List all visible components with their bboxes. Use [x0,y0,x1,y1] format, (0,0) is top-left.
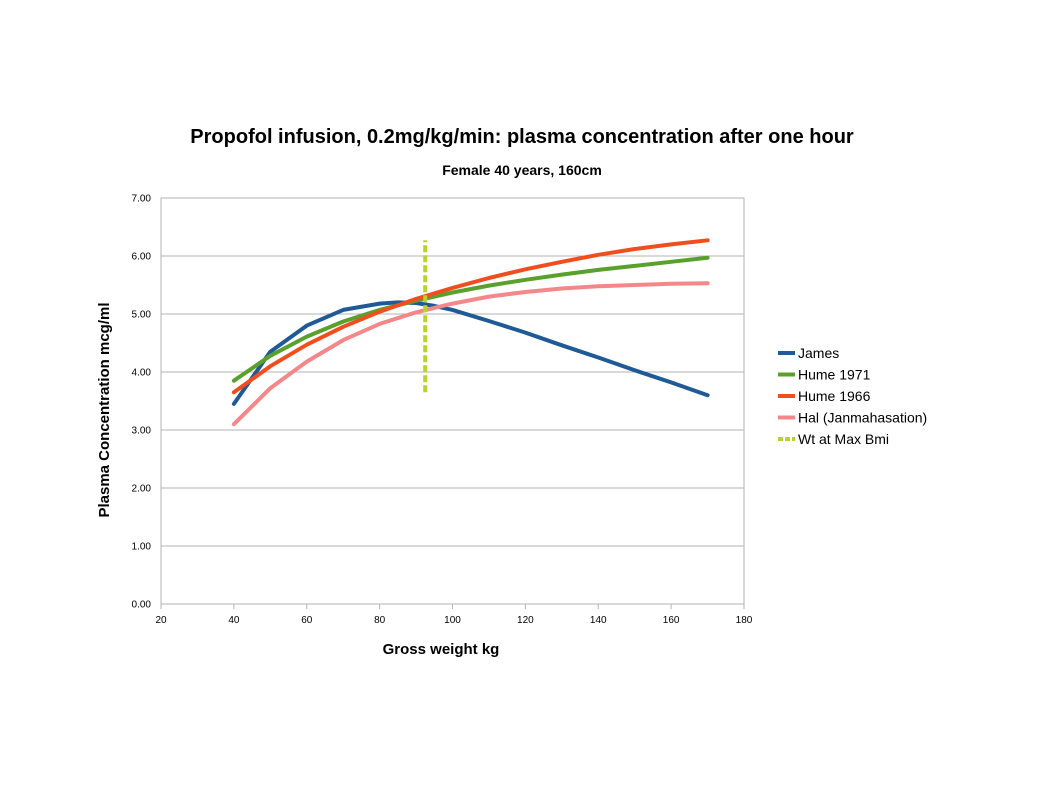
y-tick-label: 3.00 [132,426,152,437]
series-line-hume-1971 [231,255,710,383]
x-tick-label: 80 [374,615,386,626]
chart-title: Propofol infusion, 0.2mg/kg/min: plasma … [190,126,854,148]
x-tick-label: 140 [590,615,607,626]
y-tick-label: 7.00 [132,194,152,205]
y-tick-label: 4.00 [132,368,152,379]
x-tick-label: 20 [155,615,167,626]
chart-subtitle: Female 40 years, 160cm [442,162,602,178]
series-line-james [231,300,710,406]
series-line-hume-1966 [231,238,710,395]
x-tick-label: 60 [301,615,313,626]
y-tick-label: 1.00 [132,542,152,553]
y-tick-label: 5.00 [132,310,152,321]
legend: James Hume 1971 Hume 1966 Hal (Janmahasatio… [778,345,927,447]
plot-area-frame [160,197,745,605]
series-line-hal-janmahasation [231,281,710,427]
legend-label: Hume 1966 [798,388,871,404]
y-tick-label: 6.00 [132,252,152,263]
x-axis-title: Gross weight kg [383,641,500,658]
y-axis-title: Plasma Concentration mcg/ml [96,302,113,517]
y-tick-label: 0.00 [132,600,152,611]
legend-label: Hume 1971 [798,367,871,383]
x-tick-label: 160 [663,615,680,626]
legend-label: James [798,345,839,361]
x-tick-label: 120 [517,615,534,626]
x-tick-label: 40 [228,615,240,626]
x-tick-label: 180 [736,615,753,626]
legend-label: Wt at Max Bmi [798,431,889,447]
y-tick-label: 2.00 [132,484,152,495]
x-tick-label: 100 [444,615,461,626]
legend-label: Hal (Janmahasation) [798,410,927,426]
